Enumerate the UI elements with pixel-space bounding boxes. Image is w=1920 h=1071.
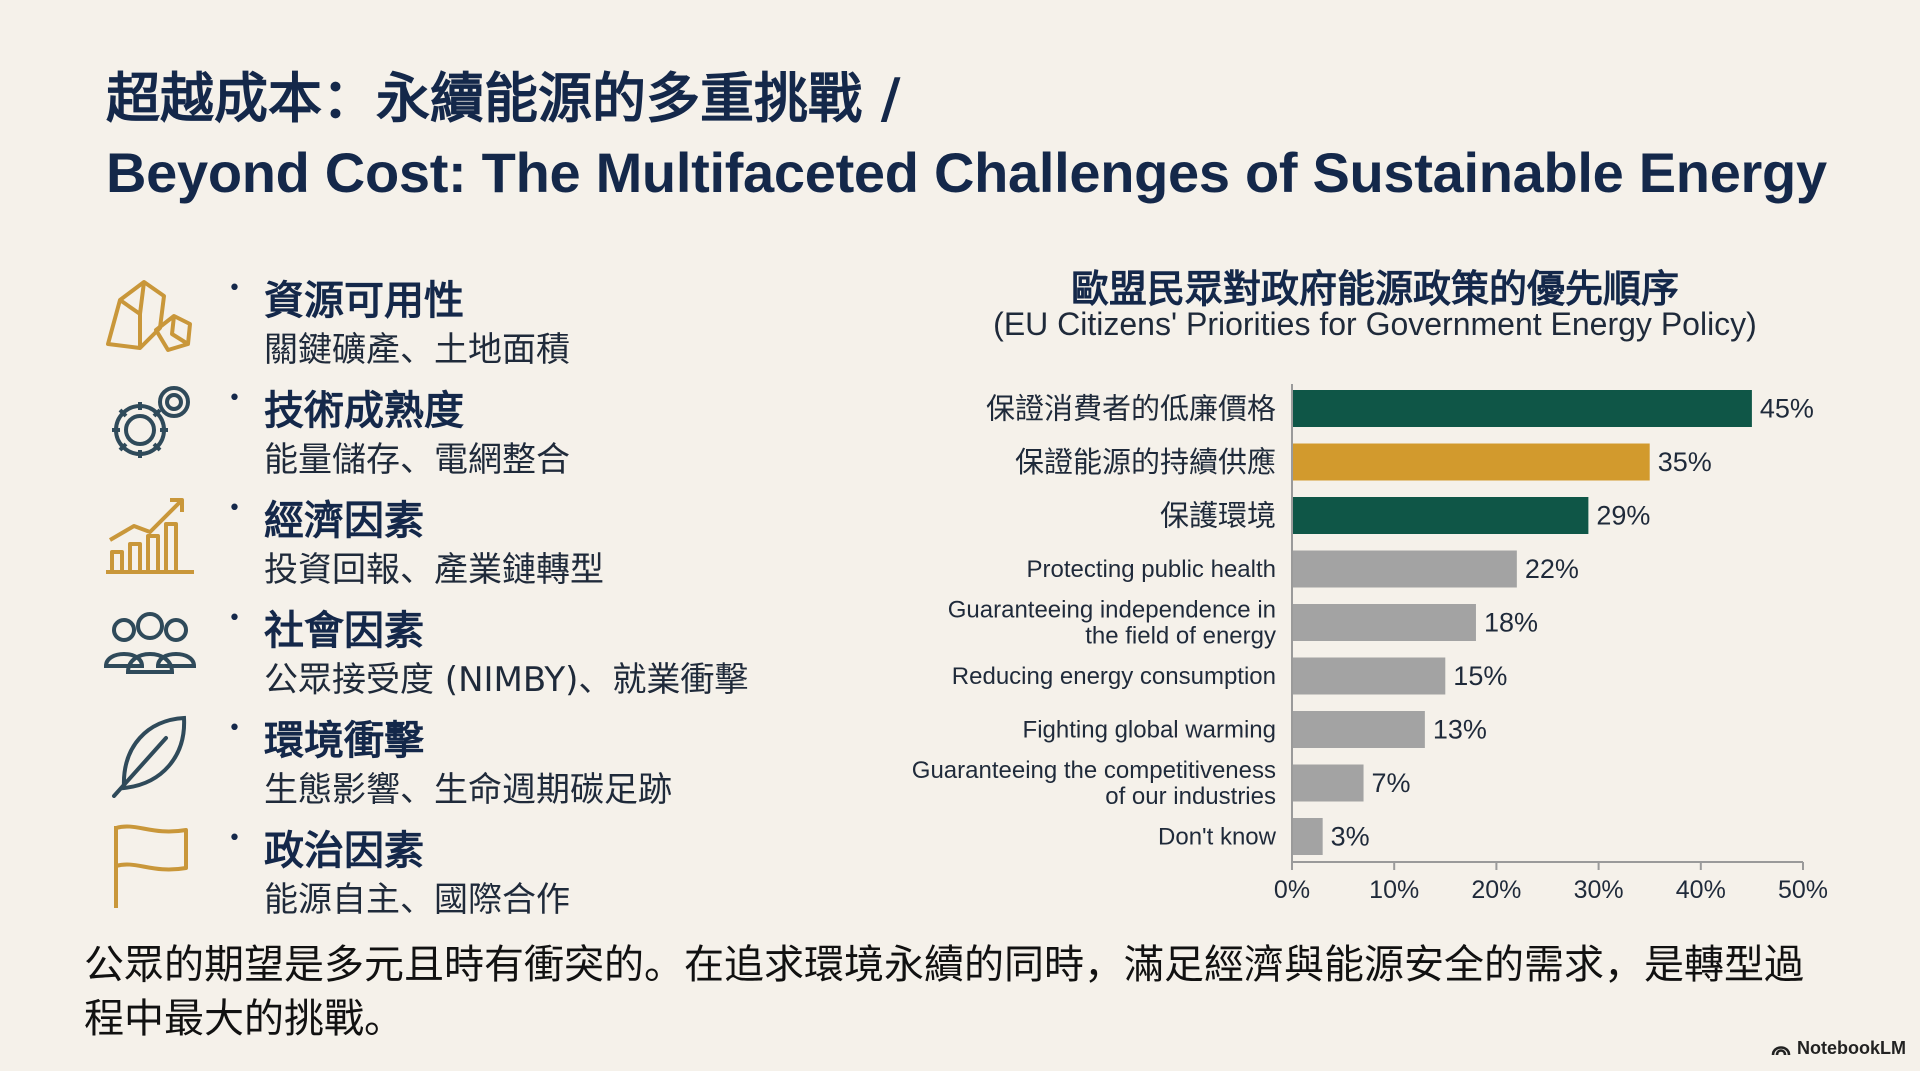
bar-value-label: 3%	[1331, 822, 1370, 852]
title-english: Beyond Cost: The Multifaceted Challenges…	[106, 141, 1827, 204]
factor-name: 技術成熟度	[264, 388, 464, 434]
factor-description: 能量儲存、電網整合	[264, 440, 570, 480]
category-label: the field of energy	[1085, 623, 1276, 650]
x-tick-label: 0%	[1274, 876, 1310, 904]
bullet-marker: •	[228, 716, 241, 741]
growth-chart-icon	[100, 490, 200, 578]
rocks-icon	[100, 270, 200, 358]
conclusion-text: 公眾的期望是多元且時有衝突的。在追求環境永續的同時，滿足經濟與能源安全的需求，是…	[84, 942, 1804, 1042]
bar-value-label: 13%	[1433, 715, 1487, 745]
category-label: 保證能源的持續供應	[1015, 445, 1276, 479]
brand-mark: NotebookLM	[1771, 1038, 1906, 1059]
leaf-icon	[100, 710, 200, 798]
chart-subtitle: (EU Citizens' Priorities for Government …	[993, 306, 1757, 342]
bar-value-label: 45%	[1760, 394, 1814, 424]
page-title: 超越成本：永續能源的多重挑戰 / Beyond Cost: The Multif…	[106, 62, 1846, 210]
category-label: Fighting global warming	[1023, 717, 1276, 744]
chart-title: 歐盟民眾對政府能源政策的優先順序	[1070, 267, 1679, 311]
factor-description: 關鍵礦產、土地面積	[264, 330, 570, 370]
bar-value-label: 35%	[1658, 447, 1712, 477]
bullet-marker: •	[228, 826, 241, 851]
bar-value-label: 18%	[1484, 608, 1538, 638]
bar	[1292, 604, 1476, 641]
bar-value-label: 7%	[1372, 768, 1411, 798]
category-label: Protecting public health	[1027, 556, 1277, 583]
category-label: of our industries	[1105, 783, 1276, 810]
title-chinese: 超越成本：永續能源的多重挑戰 /	[106, 67, 901, 130]
category-label: Guaranteeing the competitiveness	[912, 757, 1276, 784]
bullet-marker: •	[228, 276, 241, 301]
bar-value-label: 22%	[1525, 554, 1579, 584]
bullet-marker: •	[228, 496, 241, 521]
bar	[1292, 390, 1752, 427]
gears-icon	[100, 380, 200, 468]
x-tick-label: 10%	[1369, 876, 1419, 904]
factor-name: 政治因素	[264, 828, 424, 874]
factor-technology: • 技術成熟度 能量儲存、電網整合	[100, 380, 800, 490]
category-label: 保證消費者的低廉價格	[986, 392, 1276, 426]
factor-name: 資源可用性	[264, 278, 464, 324]
category-label: Guaranteeing independence in	[948, 597, 1276, 624]
notebooklm-logo-icon	[1771, 1045, 1791, 1055]
factor-name: 經濟因素	[264, 498, 424, 544]
factor-description: 投資回報、產業鏈轉型	[264, 550, 604, 590]
bar	[1292, 550, 1517, 588]
bar	[1292, 497, 1589, 534]
flag-icon	[100, 820, 200, 908]
bar-value-label: 15%	[1453, 661, 1507, 691]
bullet-marker: •	[228, 386, 241, 411]
factor-name: 社會因素	[264, 608, 424, 654]
x-tick-label: 20%	[1471, 876, 1521, 904]
factor-name: 環境衝擊	[264, 718, 424, 764]
factor-social: • 社會因素 公眾接受度 (NIMBY)、就業衝擊	[100, 600, 800, 710]
category-label: Reducing energy consumption	[952, 663, 1276, 690]
people-icon	[100, 600, 200, 688]
bar	[1292, 443, 1650, 481]
factor-description: 公眾接受度 (NIMBY)、就業衝擊	[264, 660, 749, 700]
factor-economic: • 經濟因素 投資回報、產業鏈轉型	[100, 490, 800, 600]
category-label: Don't know	[1158, 824, 1277, 851]
bar-value-label: 29%	[1596, 501, 1650, 531]
factor-description: 能源自主、國際合作	[264, 880, 570, 920]
bar	[1292, 711, 1425, 748]
factor-political: • 政治因素 能源自主、國際合作	[100, 820, 800, 930]
bar	[1292, 657, 1446, 695]
bullet-marker: •	[228, 606, 241, 631]
x-tick-label: 50%	[1778, 876, 1828, 904]
x-tick-label: 40%	[1676, 876, 1726, 904]
x-tick-label: 30%	[1574, 876, 1624, 904]
category-label: 保護環境	[1160, 499, 1276, 533]
factor-description: 生態影響、生命週期碳足跡	[264, 770, 672, 810]
factor-resources: • 資源可用性 關鍵礦產、土地面積	[100, 270, 800, 380]
brand-name: NotebookLM	[1797, 1038, 1906, 1058]
bar	[1292, 818, 1323, 855]
bar	[1292, 764, 1364, 802]
factor-list: • 資源可用性 關鍵礦產、土地面積 • 技術成熟度 能量儲存、電網整合	[100, 270, 800, 930]
factor-environment: • 環境衝擊 生態影響、生命週期碳足跡	[100, 710, 800, 820]
